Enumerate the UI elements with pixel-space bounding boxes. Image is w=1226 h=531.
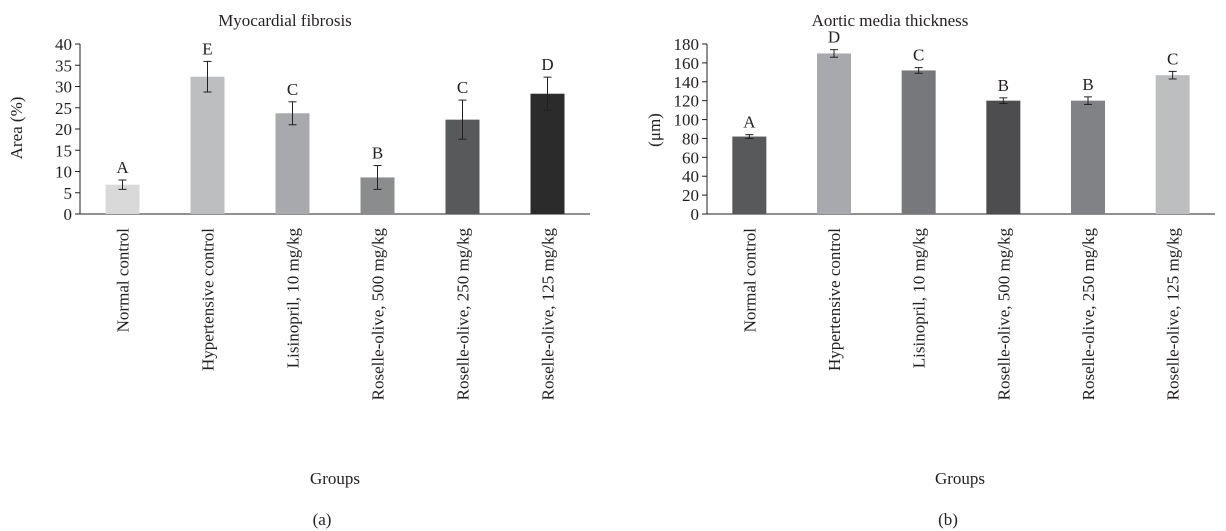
significance-letter: C — [1167, 49, 1178, 68]
significance-letter: C — [287, 80, 298, 99]
category-label: Normal control — [114, 228, 133, 333]
category-label: Hypertensive control — [199, 228, 218, 371]
significance-letter: A — [743, 113, 756, 132]
category-label: Lisinopril, 10 mg/kg — [910, 228, 929, 369]
bar — [986, 100, 1021, 214]
category-label: Roselle-olive, 250 mg/kg — [454, 228, 473, 401]
y-tick-label: 60 — [682, 148, 699, 167]
bar — [1071, 100, 1105, 214]
y-tick-label: 0 — [691, 205, 700, 224]
significance-letter: B — [372, 144, 383, 163]
significance-letter: C — [457, 78, 468, 97]
category-label: Roselle-olive, 250 mg/kg — [1079, 228, 1098, 401]
significance-letter: D — [541, 55, 553, 74]
y-tick-label: 120 — [674, 92, 700, 111]
y-tick-label: 100 — [674, 111, 700, 130]
significance-letter: D — [828, 28, 840, 47]
y-tick-label: 20 — [55, 120, 72, 139]
significance-letter: B — [998, 76, 1009, 95]
category-labels-b: Normal control Hypertensive control Lisino… — [740, 228, 1182, 401]
y-tick-label: 15 — [55, 141, 72, 160]
y-tick-label: 25 — [55, 99, 72, 118]
y-axis-label-b: (μm) — [645, 113, 664, 147]
y-tick-label: 20 — [682, 186, 699, 205]
y-tick-label: 160 — [674, 54, 700, 73]
bars-b: A D C B B C — [732, 28, 1190, 215]
y-tick-label: 140 — [674, 73, 700, 92]
y-tick-label: 80 — [682, 129, 699, 148]
significance-letter: E — [202, 39, 212, 58]
y-tick-label: 5 — [64, 184, 73, 203]
category-labels-a: Normal control Hypertensive control Lisino… — [114, 228, 558, 401]
y-axis-label-a: Area (%) — [7, 97, 26, 160]
panel-label-b: (b) — [938, 510, 958, 529]
category-label: Roselle-olive, 500 mg/kg — [369, 228, 388, 401]
significance-letter: C — [913, 46, 924, 65]
bar — [1155, 75, 1190, 215]
bar — [530, 93, 565, 214]
y-tick-label: 10 — [55, 163, 72, 182]
bar — [817, 53, 851, 214]
y-tick-label: 180 — [674, 35, 700, 54]
bar — [732, 136, 767, 214]
bar — [190, 76, 225, 214]
y-ticks-a: 0 5 10 15 20 25 30 35 40 — [55, 35, 80, 224]
significance-letter: B — [1082, 75, 1093, 94]
panel-label-a: (a) — [313, 510, 332, 529]
x-axis-label-b: Groups — [935, 469, 985, 488]
category-label: Hypertensive control — [825, 228, 844, 371]
bar — [275, 113, 310, 214]
x-axis-label-a: Groups — [310, 469, 360, 488]
chart-title-a: Myocardial fibrosis — [218, 11, 352, 30]
significance-letter: A — [116, 158, 129, 177]
y-tick-label: 40 — [682, 167, 699, 186]
category-label: Roselle-olive, 500 mg/kg — [994, 228, 1013, 401]
panel-b: Aortic media thickness (μm) 020406080100… — [645, 11, 1215, 529]
y-tick-label: 0 — [64, 205, 73, 224]
y-tick-label: 40 — [55, 35, 72, 54]
y-tick-label: 30 — [55, 78, 72, 97]
panel-a: Myocardial fibrosis Area (%) 0 5 10 15 20 25 3… — [7, 11, 590, 529]
y-tick-label: 35 — [55, 56, 72, 75]
bar — [901, 70, 936, 214]
category-label: Roselle-olive, 125 mg/kg — [1164, 228, 1183, 401]
category-label: Normal control — [740, 228, 759, 333]
category-label: Roselle-olive, 125 mg/kg — [539, 228, 558, 401]
category-label: Lisinopril, 10 mg/kg — [284, 228, 303, 369]
chart-title-b: Aortic media thickness — [812, 11, 969, 30]
bars-a: A E C B C D — [105, 39, 565, 214]
